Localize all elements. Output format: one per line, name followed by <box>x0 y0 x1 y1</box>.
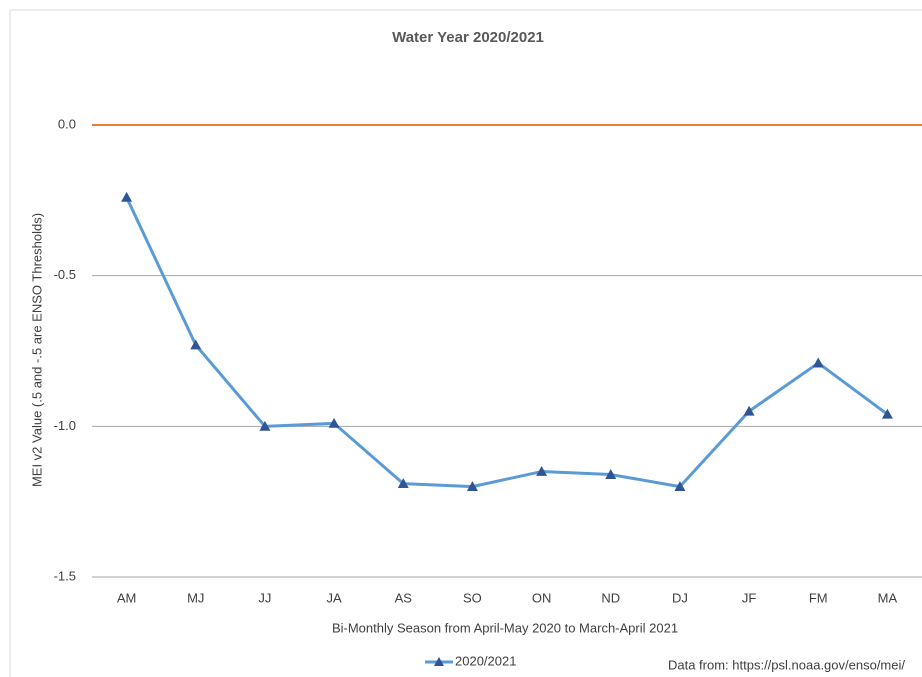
x-axis-label: Bi-Monthly Season from April-May 2020 to… <box>332 620 678 635</box>
data-point <box>536 466 548 476</box>
x-tick-label: JA <box>326 590 342 605</box>
x-tick-label: JJ <box>258 590 271 605</box>
source-note: Data from: https://psl.noaa.gov/enso/mei… <box>668 657 905 672</box>
data-point <box>328 417 340 428</box>
x-tick-label: FM <box>809 590 828 605</box>
x-tick-label: MJ <box>187 590 204 605</box>
y-tick-label: 0.0 <box>58 116 76 131</box>
x-tick-label: SO <box>463 590 482 605</box>
chart-border <box>9 9 922 677</box>
x-tick-label: AM <box>117 590 137 605</box>
y-tick-label: -0.5 <box>54 267 76 282</box>
data-point <box>812 357 824 368</box>
legend-label: 2020/2021 <box>455 653 516 668</box>
data-point <box>190 339 202 350</box>
y-tick-label: -1.5 <box>54 568 76 583</box>
y-tick-label: -1.0 <box>54 418 76 433</box>
x-tick-label: MA <box>878 590 898 605</box>
data-point <box>674 481 686 491</box>
x-tick-label: ON <box>532 590 552 605</box>
y-axis-label: MEI v2 Value (.5 and -.5 are ENSO Thresh… <box>29 213 44 487</box>
x-tick-label: ND <box>601 590 620 605</box>
data-point <box>881 408 893 419</box>
data-point <box>466 481 478 491</box>
x-tick-label: DJ <box>672 590 688 605</box>
data-point <box>397 478 409 488</box>
data-point <box>259 420 271 431</box>
legend-marker <box>434 657 444 666</box>
data-point <box>605 469 617 479</box>
data-point <box>121 191 133 202</box>
data-point <box>743 405 755 416</box>
chart-title: Water Year 2020/2021 <box>392 29 544 46</box>
series-line <box>125 196 889 489</box>
x-tick-label: AS <box>395 590 413 605</box>
x-tick-label: JF <box>742 590 757 605</box>
